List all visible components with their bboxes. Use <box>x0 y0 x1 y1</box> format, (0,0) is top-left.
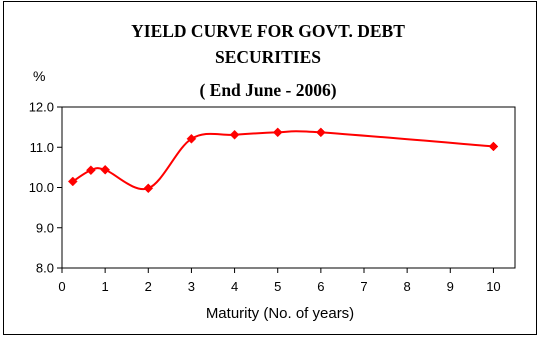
data-point <box>272 127 283 138</box>
x-tick-label: 7 <box>360 279 367 294</box>
chart-subtitle: ( End June - 2006) <box>199 80 336 100</box>
x-tick-label: 10 <box>486 279 500 294</box>
y-tick-label: 11.0 <box>30 140 54 155</box>
chart-title-line-2: SECURITIES <box>215 47 321 67</box>
data-point <box>67 176 78 187</box>
y-tick-label: 12.0 <box>29 100 54 115</box>
x-tick-label: 1 <box>102 279 109 294</box>
x-tick-label: 6 <box>317 279 324 294</box>
x-tick-label: 3 <box>188 279 195 294</box>
data-point <box>143 183 154 194</box>
x-axis-label: Maturity (No. of years) <box>206 305 354 322</box>
data-point <box>86 165 96 176</box>
x-tick-label: 2 <box>145 279 152 294</box>
x-tick-label: 5 <box>274 279 281 294</box>
data-point <box>316 127 326 138</box>
x-tick-label: 9 <box>447 279 454 294</box>
x-tick-label: 0 <box>58 279 65 294</box>
x-tick-label: 4 <box>231 279 238 294</box>
plot-area: 8.0 9.0 10.0 11.0 12.0 0 1 2 3 4 5 6 7 8 9 10 <box>29 100 516 294</box>
data-point <box>186 133 197 144</box>
x-tick-label: 8 <box>404 279 411 294</box>
y-tick-label: 9.0 <box>36 220 54 235</box>
data-point <box>488 141 499 152</box>
y-tick-label: 8.0 <box>36 261 54 276</box>
chart-title-line-1: YIELD CURVE FOR GOVT. DEBT <box>131 21 405 41</box>
data-point <box>229 129 240 140</box>
yield-series-line <box>72 130 494 191</box>
y-unit-label: % <box>33 68 45 84</box>
data-point <box>100 164 110 175</box>
y-tick-label: 10.0 <box>29 180 54 195</box>
